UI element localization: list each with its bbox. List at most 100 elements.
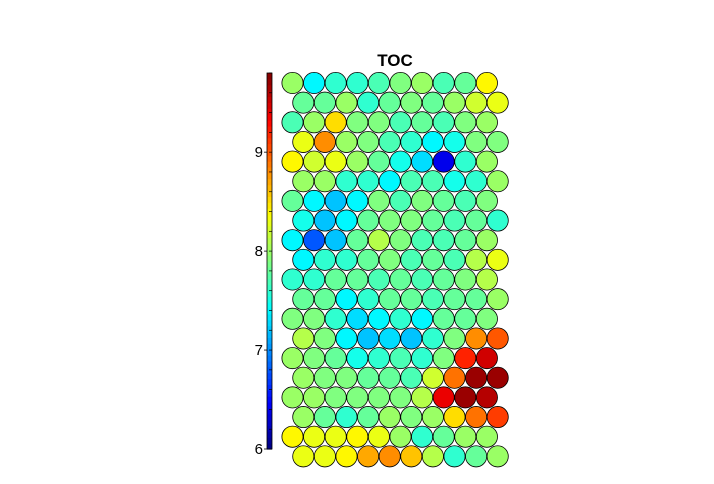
hex-cell bbox=[303, 72, 326, 95]
hex-cell bbox=[378, 209, 401, 232]
colorbar-tick-label: 9 bbox=[255, 144, 263, 161]
colorbar-segment bbox=[267, 172, 272, 180]
colorbar-segment bbox=[267, 325, 272, 333]
hex-cell bbox=[313, 327, 336, 350]
colorbar-segment bbox=[267, 343, 272, 350]
hex-cell bbox=[475, 307, 498, 330]
hex-cell bbox=[378, 248, 401, 271]
hex-cell bbox=[389, 347, 412, 370]
hex-cell bbox=[324, 150, 347, 173]
hex-cell bbox=[400, 445, 423, 468]
hex-cell bbox=[443, 170, 466, 193]
colorbar-segment bbox=[267, 272, 272, 280]
hex-cell bbox=[303, 229, 326, 252]
hex-cell bbox=[486, 91, 509, 114]
colorbar-segment bbox=[267, 372, 272, 380]
hex-cell bbox=[367, 268, 390, 291]
hex-cell bbox=[421, 445, 444, 468]
colorbar-segment bbox=[267, 84, 272, 92]
hex-cell bbox=[303, 111, 326, 134]
hex-cell bbox=[313, 288, 336, 311]
hex-cell bbox=[486, 170, 509, 193]
hex-cell bbox=[367, 72, 390, 95]
hex-cell bbox=[389, 189, 412, 212]
hex-cell bbox=[486, 248, 509, 271]
hex-cell bbox=[389, 386, 412, 409]
hex-cell bbox=[389, 268, 412, 291]
hex-cell bbox=[411, 425, 434, 448]
colorbar-segment bbox=[267, 378, 272, 385]
hex-cell bbox=[313, 248, 336, 271]
hex-cell bbox=[432, 72, 455, 95]
hex-cell bbox=[465, 248, 488, 271]
colorbar-segment bbox=[267, 90, 272, 98]
hex-cell bbox=[281, 425, 304, 448]
hex-cell bbox=[281, 189, 304, 212]
hex-cell bbox=[324, 268, 347, 291]
hex-cell bbox=[346, 307, 369, 330]
colorbar-segment bbox=[267, 149, 272, 156]
colorbar-segment bbox=[267, 190, 272, 197]
hex-cell bbox=[378, 91, 401, 114]
hex-cell bbox=[324, 307, 347, 330]
hex-cell bbox=[486, 288, 509, 311]
hex-cell bbox=[389, 111, 412, 134]
hex-cell bbox=[367, 150, 390, 173]
hex-cell bbox=[389, 425, 412, 448]
hex-cell bbox=[335, 366, 358, 389]
hex-cell bbox=[313, 91, 336, 114]
hex-cell bbox=[378, 366, 401, 389]
colorbar-segment bbox=[267, 266, 272, 274]
colorbar-segment bbox=[267, 355, 272, 362]
hex-cell bbox=[465, 209, 488, 232]
hex-cell bbox=[346, 347, 369, 370]
hex-cell bbox=[411, 72, 434, 95]
hex-cell bbox=[378, 170, 401, 193]
hex-cell bbox=[421, 91, 444, 114]
hex-cell bbox=[357, 445, 380, 468]
hex-cell bbox=[475, 347, 498, 370]
hex-cell bbox=[400, 170, 423, 193]
hex-cell bbox=[324, 386, 347, 409]
colorbar-segment bbox=[267, 155, 272, 162]
colorbar-segment bbox=[267, 225, 272, 233]
hex-cell bbox=[346, 268, 369, 291]
colorbar-segment bbox=[267, 313, 272, 321]
hex-cell bbox=[357, 248, 380, 271]
hex-cell bbox=[475, 189, 498, 212]
hex-cell bbox=[367, 347, 390, 370]
hex-cell bbox=[303, 347, 326, 370]
hex-cell bbox=[313, 170, 336, 193]
chart-title: TOC bbox=[377, 51, 413, 70]
colorbar-tick-label: 6 bbox=[255, 441, 263, 458]
hex-cell bbox=[324, 72, 347, 95]
colorbar-segment bbox=[267, 161, 272, 168]
colorbar-segment bbox=[267, 278, 272, 286]
hex-cell bbox=[303, 189, 326, 212]
hex-cell bbox=[411, 307, 434, 330]
colorbar-segment bbox=[267, 360, 272, 368]
hex-cell bbox=[454, 307, 477, 330]
hex-cell bbox=[378, 445, 401, 468]
hex-cell bbox=[421, 170, 444, 193]
hex-cell bbox=[313, 406, 336, 429]
hex-cell bbox=[313, 445, 336, 468]
hex-cell bbox=[421, 130, 444, 153]
hex-cell bbox=[411, 229, 434, 252]
hex-cell bbox=[443, 209, 466, 232]
colorbar-segment bbox=[267, 296, 272, 303]
colorbar-segment bbox=[267, 114, 272, 121]
colorbar-segment bbox=[267, 249, 272, 256]
hex-cell bbox=[281, 307, 304, 330]
hex-cell bbox=[324, 229, 347, 252]
colorbar-segment bbox=[267, 390, 272, 397]
hex-cell bbox=[411, 386, 434, 409]
hex-cell bbox=[335, 209, 358, 232]
hex-cell bbox=[324, 111, 347, 134]
hex-cell bbox=[303, 268, 326, 291]
colorbar-segment bbox=[267, 231, 272, 239]
colorbar-segment bbox=[267, 73, 272, 80]
hex-cell bbox=[421, 327, 444, 350]
hex-cell bbox=[443, 130, 466, 153]
colorbar-segment bbox=[267, 413, 272, 421]
